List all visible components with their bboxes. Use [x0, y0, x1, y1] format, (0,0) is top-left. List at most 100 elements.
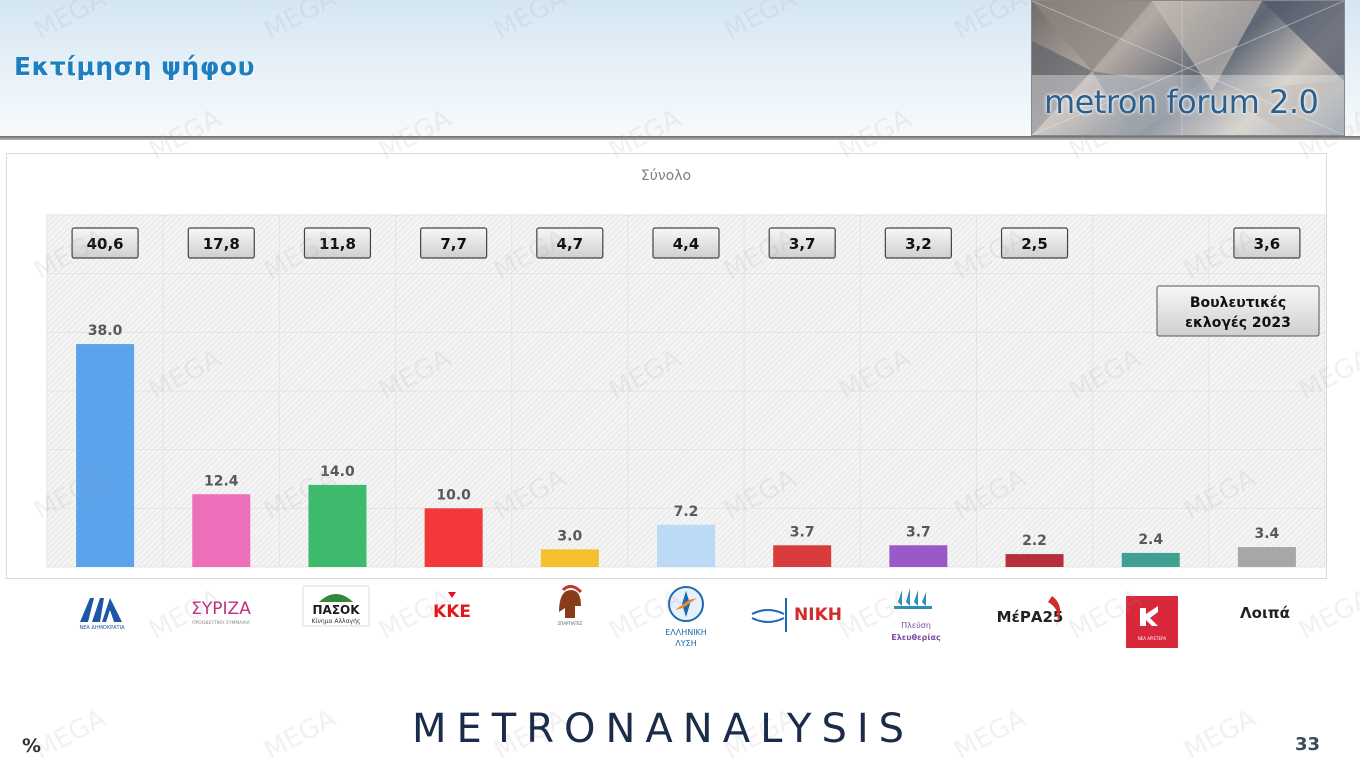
election-result-frame-6: [768, 227, 836, 259]
election-result-value-10: 3,6: [1254, 235, 1281, 253]
party-logo-pasok: ΠΑΣΟΚ Κίνημα Αλλαγής: [297, 584, 379, 654]
election-result-box-0: 40,6: [71, 227, 139, 259]
election-result-frame-7: [884, 227, 952, 259]
svg-text:ΣΥΡΙΖΑ: ΣΥΡΙΖΑ: [191, 599, 251, 619]
chart-title: Σύνολο: [641, 168, 691, 184]
bar-7: [889, 545, 948, 567]
bar-value-label-2: 14.0: [320, 464, 355, 480]
svg-text:ΠΑΣΟΚ: ΠΑΣΟΚ: [312, 603, 360, 617]
election-result-box-8: 2,5: [1000, 227, 1069, 259]
mera25-logo-icon: ΜέΡΑ25: [997, 596, 1064, 626]
svg-text:ΜέΡΑ25: ΜέΡΑ25: [997, 608, 1064, 626]
bar-chart: Σύνολο 38.0 12.4 14.0 10.0 3.0 7.2 3.7 3.7 2.2 2.…: [46, 168, 1326, 568]
election-result-box-1: 17,8: [187, 227, 255, 259]
election-result-box-2: 11,8: [303, 227, 372, 259]
unit-label: %: [22, 735, 42, 757]
svg-text:ΠΡΟΟΔΕΥΤΙΚΗ ΣΥΜΜΑΧΙΑ: ΠΡΟΟΔΕΥΤΙΚΗ ΣΥΜΜΑΧΙΑ: [192, 620, 251, 626]
watermark-text: MEGA: [29, 704, 111, 765]
election-result-frame-1: [187, 227, 255, 259]
party-logo-syriza: ΣΥΡΙΖΑ ΠΡΟΟΔΕΥΤΙΚΗ ΣΥΜΜΑΧΙΑ: [181, 584, 263, 654]
party-logo-plefsi: Πλεύση Ελευθερίας: [880, 584, 962, 654]
bar-4: [540, 549, 599, 567]
election-result-value-6: 3,7: [789, 235, 816, 253]
election-result-value-5: 4,4: [673, 235, 700, 253]
election-result-box-5: 4,4: [652, 227, 720, 259]
election-result-frame-10: [1233, 227, 1301, 259]
election-result-frame-5: [652, 227, 720, 259]
banner-geometric-pattern: [1032, 1, 1344, 135]
nd-logo-icon: ΝΕΑ ΔΗΜΟΚΡΑΤΙΑ: [79, 598, 125, 631]
bar-10: [1237, 547, 1296, 567]
others-category-label: Λοιπά: [1240, 604, 1290, 622]
bar-6: [773, 545, 832, 567]
svg-text:Κίνημα Αλλαγής: Κίνημα Αλλαγής: [312, 618, 361, 625]
election-legend-line1: Βουλευτικές: [1190, 295, 1286, 311]
bar-value-label-7: 3.7: [906, 524, 931, 540]
party-logo-kke: ΚΚΕ: [412, 584, 494, 654]
bar-8: [1005, 554, 1064, 567]
election-result-box-4: 4,7: [536, 227, 604, 259]
bar-value-label-10: 3.4: [1255, 526, 1280, 542]
chart-frame: Σύνολο 38.0 12.4 14.0 10.0 3.0 7.2 3.7 3.7 2.2 2.…: [6, 153, 1327, 579]
metron-forum-banner: metron forum 2.0: [1031, 0, 1345, 136]
party-logo-niki: ΝΙΚΗ: [751, 584, 844, 654]
watermark-text: MEGA: [259, 704, 341, 765]
plefsi-ships-icon: Πλεύση Ελευθερίας: [891, 588, 941, 642]
banner-title: metron forum 2.0: [1044, 83, 1319, 121]
bar-2: [308, 484, 367, 567]
party-logo-nea-aristera: ΝΕΑ ΑΡΙΣΤΕΡΑ: [1112, 584, 1194, 654]
bar-9: [1121, 552, 1180, 567]
election-result-box-7: 3,2: [884, 227, 952, 259]
election-result-frame-4: [536, 227, 604, 259]
bar-3: [424, 508, 483, 567]
party-logo-nd: ΝΕΑ ΔΗΜΟΚΡΑΤΙΑ: [64, 584, 146, 654]
nea-aristera-logo-icon: ΝΕΑ ΑΡΙΣΤΕΡΑ: [1126, 596, 1178, 648]
bar-0: [76, 344, 135, 567]
election-result-value-4: 4,7: [557, 235, 584, 253]
bar-value-label-9: 2.4: [1138, 532, 1163, 548]
election-result-value-7: 3,2: [905, 235, 932, 253]
svg-text:ΝΕΑ ΑΡΙΣΤΕΡΑ: ΝΕΑ ΑΡΙΣΤΕΡΑ: [1138, 636, 1167, 641]
bar-value-label-3: 10.0: [436, 487, 471, 503]
election-legend-line2: εκλογές 2023: [1185, 315, 1291, 331]
election-result-value-0: 40,6: [87, 235, 124, 253]
svg-text:Πλεύση: Πλεύση: [901, 620, 931, 630]
elliniki-lysi-compass-icon: ΕΛΛΗΝΙΚΗ ΛΥΣΗ: [665, 586, 707, 648]
pasok-logo-icon: ΠΑΣΟΚ Κίνημα Αλλαγής: [302, 585, 370, 627]
election-result-frame-3: [420, 227, 488, 259]
syriza-logo-icon: ΣΥΡΙΖΑ ΠΡΟΟΔΕΥΤΙΚΗ ΣΥΜΜΑΧΙΑ: [191, 599, 251, 626]
bar-5: [657, 524, 715, 567]
svg-text:ΣΠΑΡΤΙΑΤΕΣ: ΣΠΑΡΤΙΑΤΕΣ: [558, 621, 583, 626]
svg-text:ΝΕΑ ΔΗΜΟΚΡΑΤΙΑ: ΝΕΑ ΔΗΜΟΚΡΑΤΙΑ: [79, 625, 125, 631]
election-result-box-3: 7,7: [420, 227, 488, 259]
party-logo-spartiates: ΣΠΑΡΤΙΑΤΕΣ: [529, 584, 611, 654]
bar-value-label-6: 3.7: [790, 524, 815, 540]
party-logo-mera25: ΜέΡΑ25: [996, 584, 1078, 654]
party-logo-elliniki-lysi: ΕΛΛΗΝΙΚΗ ΛΥΣΗ: [645, 584, 727, 654]
header-divider: [0, 136, 1360, 140]
bar-value-label-1: 12.4: [204, 473, 239, 489]
election-result-value-8: 2,5: [1021, 235, 1048, 253]
kke-logo-icon: ΚΚΕ: [433, 592, 471, 622]
election-result-box-6: 3,7: [768, 227, 836, 259]
watermark-text: MEGA: [1179, 704, 1261, 765]
election-result-frame-0: [71, 227, 139, 259]
election-result-value-2: 11,8: [319, 235, 356, 253]
election-result-box-10: 3,6: [1233, 227, 1301, 259]
niki-logo-icon: ΝΙΚΗ: [751, 598, 842, 632]
bar-value-label-5: 7.2: [674, 504, 699, 520]
election-result-frame-2: [303, 227, 372, 259]
election-result-frame-8: [1000, 227, 1069, 259]
election-result-value-3: 7,7: [440, 235, 467, 253]
svg-text:ΕΛΛΗΝΙΚΗ: ΕΛΛΗΝΙΚΗ: [665, 628, 707, 637]
spartan-helmet-icon: ΣΠΑΡΤΙΑΤΕΣ: [558, 585, 583, 626]
svg-text:Ελευθερίας: Ελευθερίας: [891, 632, 941, 642]
svg-text:ΚΚΕ: ΚΚΕ: [433, 602, 471, 622]
svg-text:ΝΙΚΗ: ΝΙΚΗ: [794, 605, 842, 625]
bar-value-label-8: 2.2: [1022, 533, 1047, 549]
page-number: 33: [1295, 734, 1321, 755]
election-result-value-1: 17,8: [203, 235, 240, 253]
metron-analysis-logo: METRONANALYSIS: [412, 706, 915, 752]
bar-value-label-4: 3.0: [557, 528, 582, 544]
svg-text:ΛΥΣΗ: ΛΥΣΗ: [675, 639, 696, 648]
